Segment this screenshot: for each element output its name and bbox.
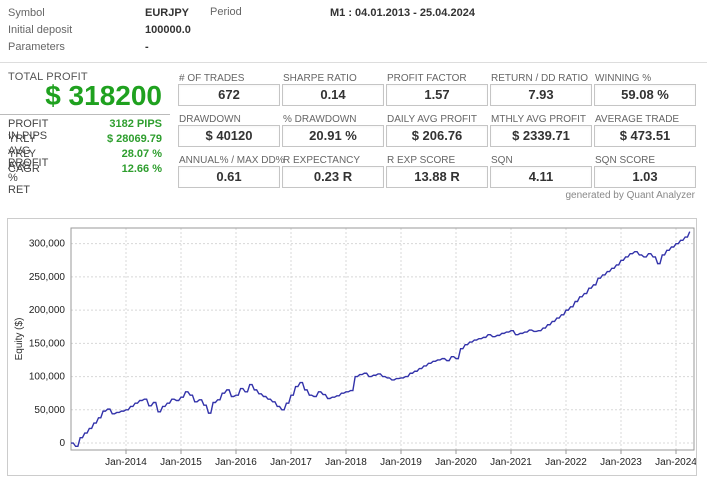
symbol-value: EURJPY xyxy=(145,7,190,19)
svg-text:Equity ($): Equity ($) xyxy=(14,318,25,361)
summary-divider xyxy=(0,114,170,115)
average-trade-value: $ 473.51 xyxy=(594,125,696,147)
winning-pct-value: 59.08 % xyxy=(594,84,696,106)
annual-max-dd-label: ANNUAL% / MAX DD% xyxy=(179,155,285,166)
symbol-label: Symbol xyxy=(8,7,45,19)
svg-text:250,000: 250,000 xyxy=(29,272,66,283)
r-exp-score-label: R EXP SCORE xyxy=(387,155,456,166)
r-expectancy-label: R EXPECTANCY xyxy=(283,155,361,166)
svg-text:Jan-2018: Jan-2018 xyxy=(325,457,367,468)
parameters-label: Parameters xyxy=(8,41,65,53)
svg-text:Jan-2024: Jan-2024 xyxy=(655,457,696,468)
mthly-avg-profit-label: MTHLY AVG PROFIT xyxy=(491,114,587,125)
svg-text:Jan-2020: Jan-2020 xyxy=(435,457,477,468)
profit-in-pips-value: 3182 PIPS xyxy=(109,118,162,130)
period-label: Period xyxy=(210,6,242,18)
return-dd-ratio-label: RETURN / DD RATIO xyxy=(491,73,589,84)
mthly-avg-profit-value: $ 2339.71 xyxy=(490,125,592,147)
svg-text:Jan-2015: Jan-2015 xyxy=(160,457,202,468)
total-profit-value: $ 318200 xyxy=(45,80,162,111)
drawdown-label: DRAWDOWN xyxy=(179,114,241,125)
total-profit-title: TOTAL PROFIT xyxy=(8,71,88,83)
svg-text:Jan-2016: Jan-2016 xyxy=(215,457,257,468)
winning-pct-label: WINNING % xyxy=(595,73,652,84)
svg-text:150,000: 150,000 xyxy=(29,338,66,349)
r-expectancy-value: 0.23 R xyxy=(282,166,384,188)
svg-text:200,000: 200,000 xyxy=(29,305,66,316)
initial-deposit-value: 100000.0 xyxy=(145,24,191,36)
average-trade-label: AVERAGE TRADE xyxy=(595,114,680,125)
svg-text:Jan-2022: Jan-2022 xyxy=(545,457,587,468)
cagr-value: 12.66 % xyxy=(121,163,162,175)
num-trades-value: 672 xyxy=(178,84,280,106)
yrly-avg-pct-ret-label: YRLY AVG % RET xyxy=(8,148,36,196)
daily-avg-profit-label: DAILY AVG PROFIT xyxy=(387,114,478,125)
yrly-avg-profit-label: YRLY AVG PROFIT xyxy=(8,133,49,169)
yrly-avg-profit-value: $ 28069.79 xyxy=(106,133,162,145)
svg-text:300,000: 300,000 xyxy=(29,239,66,250)
drawdown-value: $ 40120 xyxy=(178,125,280,147)
svg-text:Jan-2014: Jan-2014 xyxy=(105,457,147,468)
equity-chart-panel: 0 50,000 100,000 150,000 200,000 250,000 300,0… xyxy=(7,218,697,476)
sqn-label: SQN xyxy=(491,155,513,166)
svg-text:Jan-2021: Jan-2021 xyxy=(490,457,532,468)
parameters-value: - xyxy=(145,41,149,53)
pct-drawdown-label: % DRAWDOWN xyxy=(283,114,357,125)
return-dd-ratio-value: 7.93 xyxy=(490,84,592,106)
sharpe-ratio-label: SHARPE RATIO xyxy=(283,73,357,84)
cagr-label: CAGR xyxy=(8,163,40,175)
svg-text:Jan-2023: Jan-2023 xyxy=(600,457,642,468)
daily-avg-profit-value: $ 206.76 xyxy=(386,125,488,147)
profit-in-pips-label: PROFIT IN PIPS xyxy=(8,118,49,142)
equity-chart[interactable]: 0 50,000 100,000 150,000 200,000 250,000 300,0… xyxy=(8,219,697,475)
sqn-score-value: 1.03 xyxy=(594,166,696,188)
r-exp-score-value: 13.88 R xyxy=(386,166,488,188)
header-divider xyxy=(0,62,707,63)
profit-factor-value: 1.57 xyxy=(386,84,488,106)
generated-by-credit: generated by Quant Analyzer xyxy=(565,190,695,201)
svg-text:Jan-2017: Jan-2017 xyxy=(270,457,312,468)
num-trades-label: # OF TRADES xyxy=(179,73,245,84)
svg-text:Jan-2019: Jan-2019 xyxy=(380,457,422,468)
pct-drawdown-value: 20.91 % xyxy=(282,125,384,147)
initial-deposit-label: Initial deposit xyxy=(8,24,73,36)
yrly-avg-pct-ret-value: 28.07 % xyxy=(121,148,162,160)
profit-factor-label: PROFIT FACTOR xyxy=(387,73,467,84)
svg-text:0: 0 xyxy=(59,438,65,449)
sqn-value: 4.11 xyxy=(490,166,592,188)
sqn-score-label: SQN SCORE xyxy=(595,155,656,166)
period-value: M1 : 04.01.2013 - 25.04.2024 xyxy=(330,7,475,19)
sharpe-ratio-value: 0.14 xyxy=(282,84,384,106)
svg-text:50,000: 50,000 xyxy=(34,405,65,416)
svg-text:100,000: 100,000 xyxy=(29,372,66,383)
annual-max-dd-value: 0.61 xyxy=(178,166,280,188)
